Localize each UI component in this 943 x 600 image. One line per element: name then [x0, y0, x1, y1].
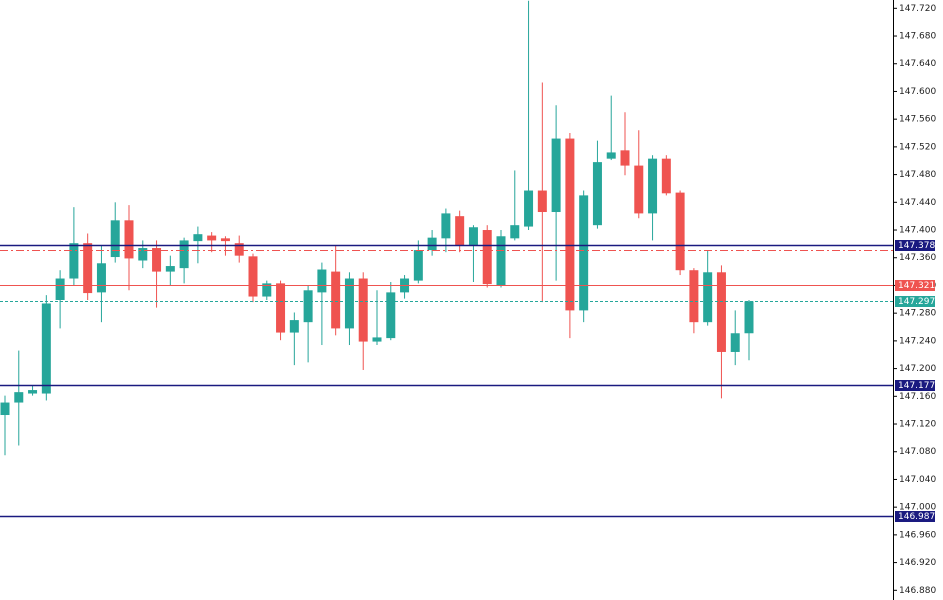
price-level-label: 147.297 [898, 297, 935, 307]
candle-body [413, 250, 423, 281]
candle-body [620, 150, 630, 166]
candle-body [317, 269, 327, 293]
candle-body [344, 278, 354, 329]
y-tick-label: 147.440 [899, 198, 936, 208]
y-tick-label: 147.120 [899, 420, 936, 430]
candle-body [565, 138, 575, 311]
y-tick-label: 147.480 [899, 170, 936, 180]
y-tick-label: 147.200 [899, 364, 936, 374]
y-tick-label: 147.520 [899, 142, 936, 152]
candle-body [579, 195, 589, 311]
candle-body [386, 292, 396, 339]
price-level-tag [895, 280, 935, 291]
candle-body [358, 278, 368, 342]
candle-body [496, 236, 506, 286]
candle-body [220, 238, 230, 242]
candle-body [634, 165, 644, 214]
candle-body [83, 243, 93, 294]
y-tick-label: 147.000 [899, 503, 936, 513]
candle-body [28, 390, 38, 394]
y-tick-label: 147.560 [899, 115, 936, 125]
price-level-label: 147.177 [898, 381, 935, 391]
candle-body [14, 392, 24, 403]
candle-body [744, 301, 754, 334]
candle-body [606, 152, 616, 159]
price-level-tag [895, 380, 935, 391]
y-tick-label: 147.240 [899, 336, 936, 346]
candle-body [41, 303, 51, 394]
candle-body [0, 402, 10, 416]
candle-body [289, 320, 299, 333]
candle-body [592, 162, 602, 226]
candle-body [510, 225, 520, 239]
candle-body [138, 248, 148, 261]
y-tick-label: 146.960 [899, 530, 936, 540]
y-tick-label: 147.640 [899, 59, 936, 69]
candle-body [689, 270, 699, 323]
candle-body [179, 240, 189, 269]
price-level-tag [895, 296, 935, 307]
candle-body [234, 243, 244, 256]
candle-body [96, 263, 106, 293]
candle-body [303, 290, 313, 323]
candle-body [193, 234, 203, 242]
price-level-tag [895, 511, 935, 522]
candle-body [69, 243, 79, 279]
y-tick-label: 147.400 [899, 226, 936, 236]
candle-body [551, 138, 561, 213]
y-tick-label: 147.280 [899, 309, 936, 319]
candle-body [372, 337, 382, 342]
candle-body [648, 158, 658, 214]
candle-body [524, 190, 534, 227]
candle-body [262, 283, 272, 297]
candle-body [661, 158, 671, 194]
price-level-label: 146.987 [898, 512, 935, 522]
y-tick-label: 147.160 [899, 392, 936, 402]
price-level-label: 147.378 [898, 241, 935, 251]
price-level-tag [895, 240, 935, 251]
candle-body [703, 272, 713, 323]
candle-body [55, 278, 65, 300]
y-tick-label: 147.040 [899, 475, 936, 485]
candle-body [124, 220, 134, 259]
candle-body [152, 248, 162, 272]
y-tick-label: 147.720 [899, 4, 936, 14]
candle-body [675, 192, 685, 271]
candle-body [427, 237, 437, 251]
candle-body [716, 272, 726, 352]
y-tick-label: 146.880 [899, 586, 936, 596]
y-tick-label: 147.360 [899, 253, 936, 263]
candle-body [730, 333, 740, 352]
candle-body [276, 283, 286, 333]
candle-body [207, 235, 217, 241]
candle-body [537, 190, 547, 213]
candle-body [165, 266, 175, 272]
y-tick-label: 146.920 [899, 558, 936, 568]
candle-body [110, 220, 120, 258]
candle-body [331, 271, 341, 329]
y-tick-label: 147.600 [899, 87, 936, 97]
candle-body [468, 227, 478, 246]
price-level-label: 147.321 [898, 281, 935, 291]
candle-body [441, 213, 451, 239]
candle-body [455, 216, 465, 246]
y-tick-label: 147.080 [899, 447, 936, 457]
candle-body [248, 256, 258, 297]
candle-body [482, 230, 492, 285]
y-tick-label: 147.680 [899, 32, 936, 42]
